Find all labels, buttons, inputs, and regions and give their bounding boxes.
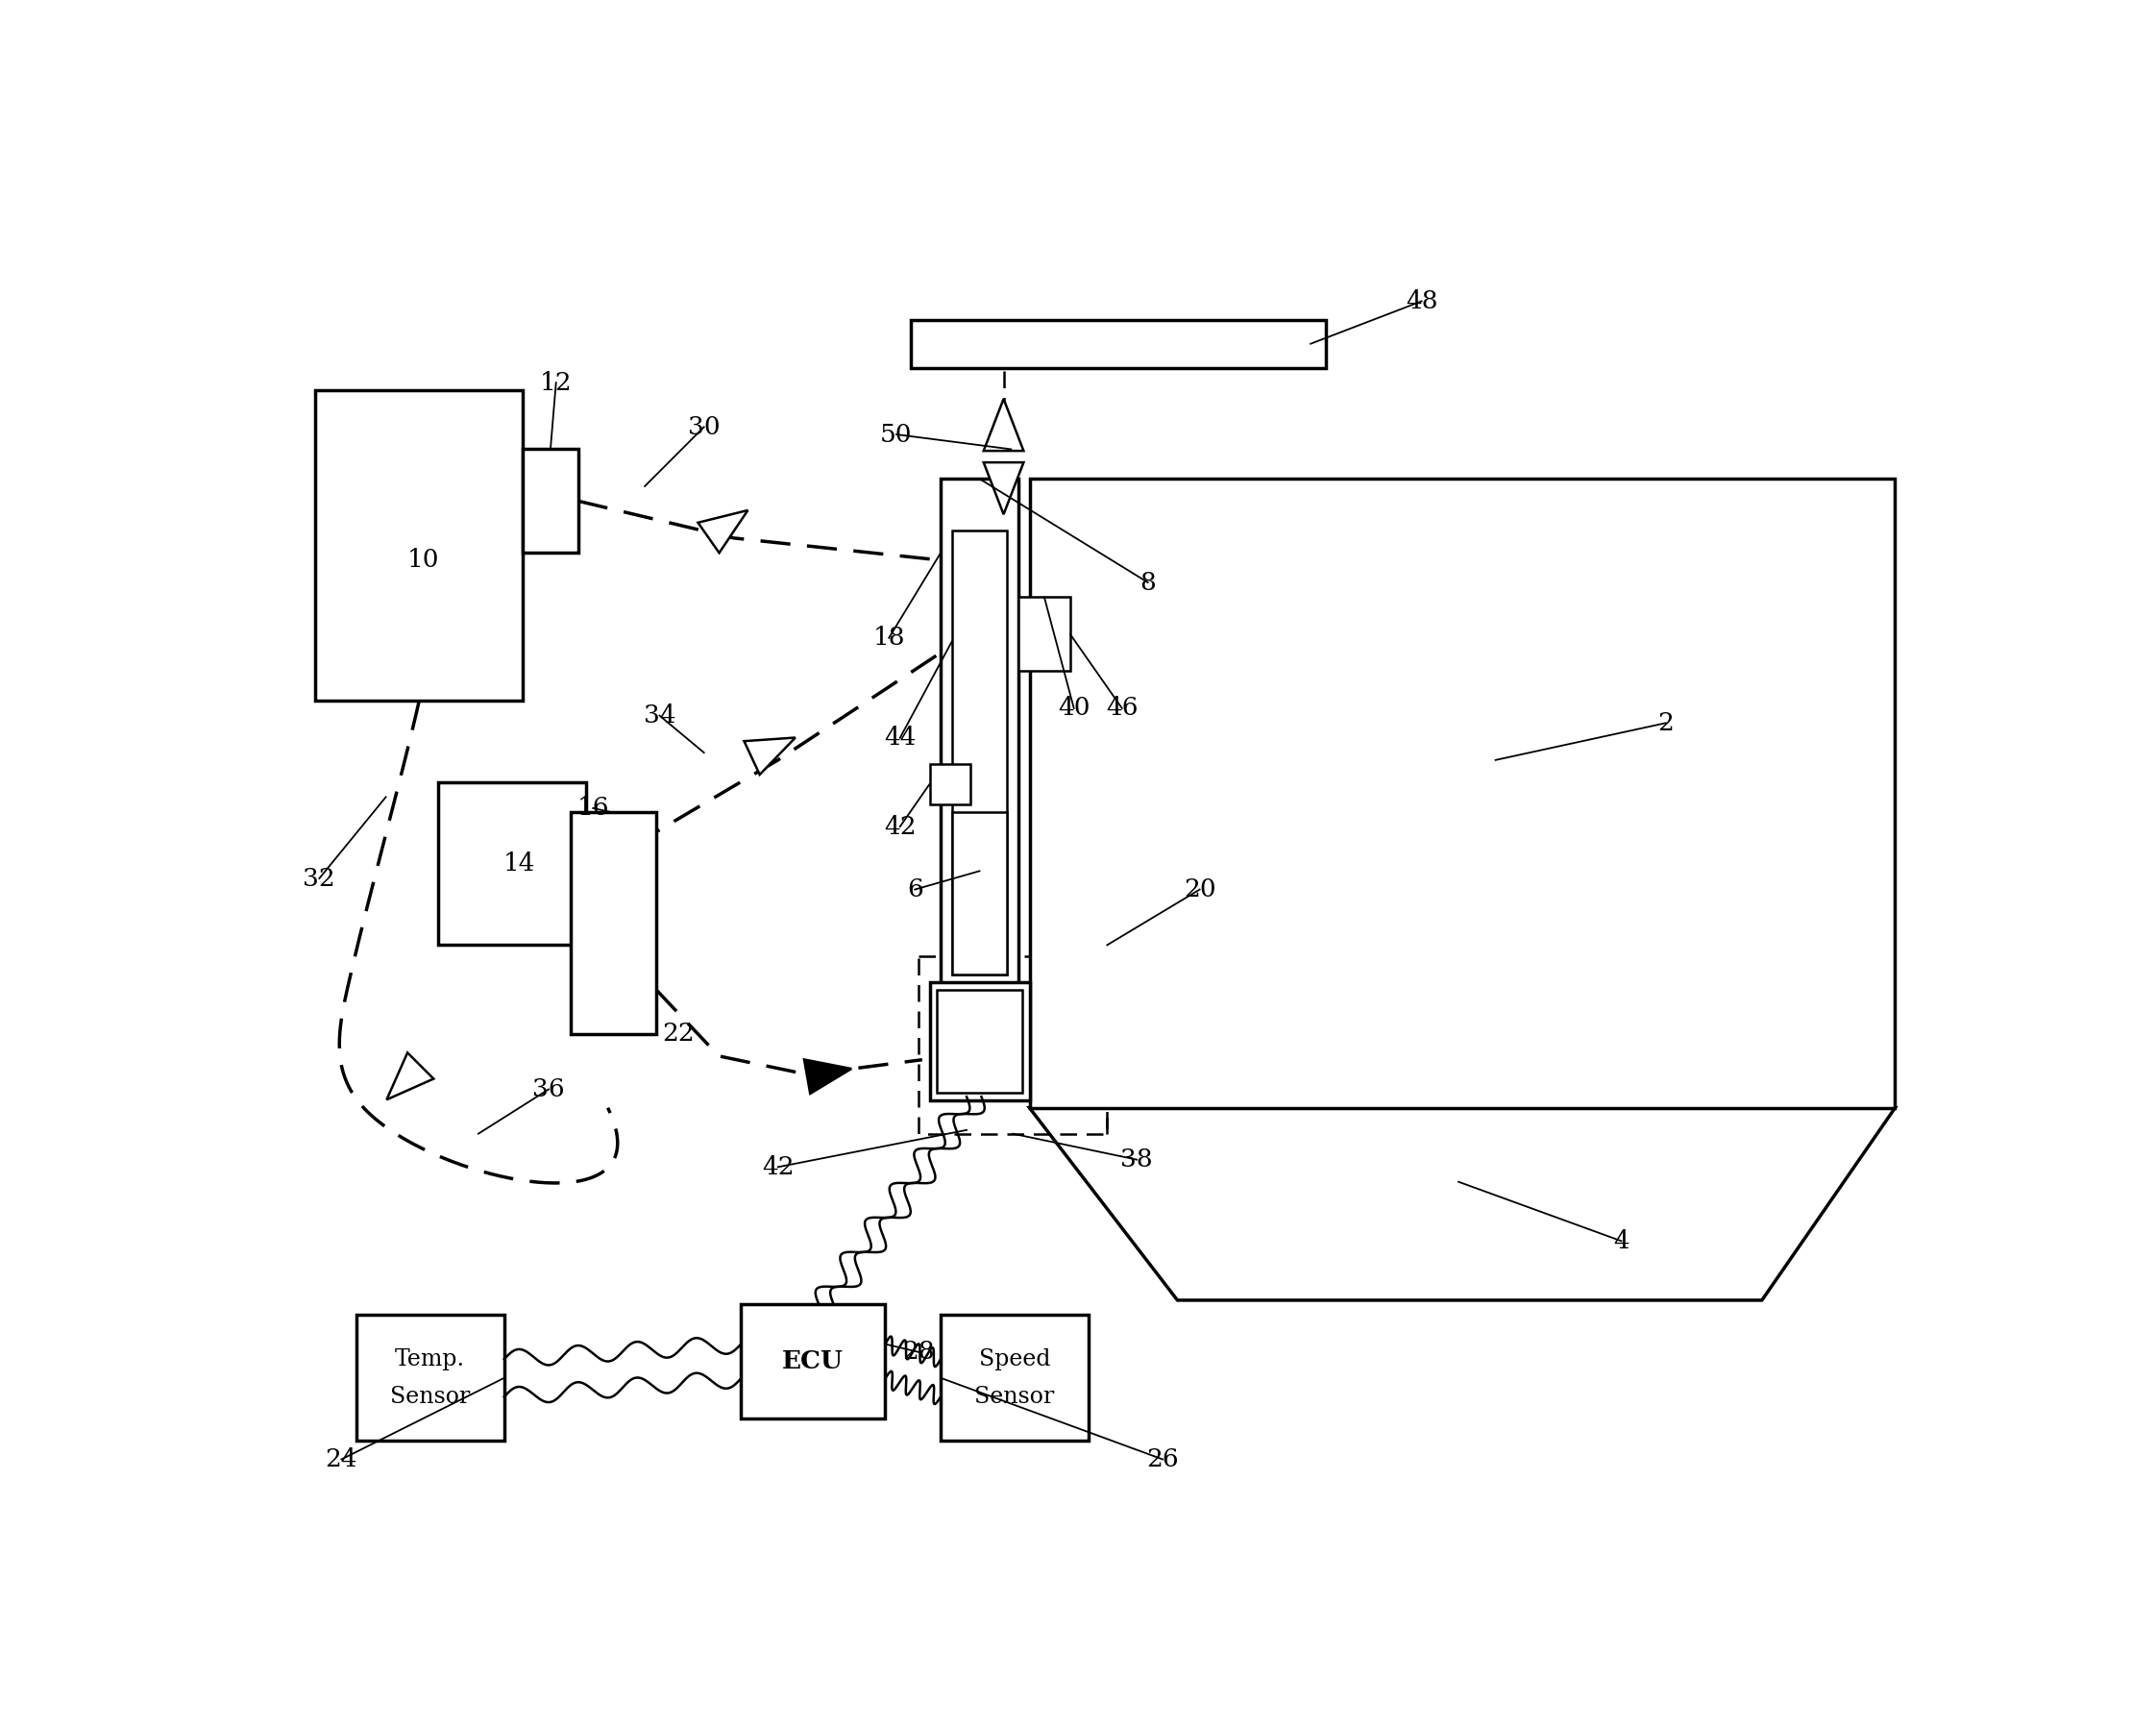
Text: 34: 34	[642, 703, 675, 727]
Bar	[438, 782, 586, 945]
Text: 18: 18	[873, 625, 906, 649]
Polygon shape	[804, 1059, 852, 1093]
Text: 10: 10	[407, 547, 440, 572]
Text: Speed: Speed	[979, 1349, 1050, 1371]
Bar	[1018, 598, 1069, 672]
Bar	[940, 478, 1018, 1003]
Bar	[1028, 478, 1895, 1107]
Text: Temp.: Temp.	[395, 1349, 466, 1371]
Polygon shape	[983, 463, 1024, 515]
Bar	[742, 1304, 886, 1418]
Text: 26: 26	[1147, 1447, 1179, 1471]
Polygon shape	[1028, 1107, 1895, 1300]
Text: 2: 2	[1658, 712, 1673, 736]
Text: 8: 8	[1141, 570, 1156, 594]
Bar	[912, 319, 1326, 368]
Text: 28: 28	[903, 1340, 936, 1364]
Text: 42: 42	[761, 1155, 793, 1180]
Text: 22: 22	[662, 1022, 694, 1047]
Polygon shape	[699, 509, 748, 553]
Text: 20: 20	[1184, 877, 1216, 901]
Bar	[951, 812, 1007, 974]
Text: 46: 46	[1106, 696, 1138, 720]
Bar	[938, 990, 1022, 1093]
Bar	[929, 763, 970, 805]
Text: 40: 40	[1059, 696, 1091, 720]
Text: 32: 32	[304, 867, 336, 891]
Text: 44: 44	[884, 725, 916, 750]
Polygon shape	[386, 1053, 433, 1100]
Text: 38: 38	[1121, 1148, 1153, 1171]
Text: 24: 24	[326, 1447, 358, 1471]
Bar	[586, 812, 634, 879]
Text: 30: 30	[688, 414, 720, 439]
Polygon shape	[983, 399, 1024, 451]
Text: 50: 50	[880, 423, 912, 447]
Text: 48: 48	[1406, 288, 1438, 313]
Bar	[929, 983, 1031, 1100]
Bar	[522, 449, 578, 553]
Text: 12: 12	[539, 371, 571, 395]
Text: Sensor: Sensor	[390, 1385, 470, 1408]
Text: 42: 42	[884, 815, 916, 839]
Text: Sensor: Sensor	[975, 1385, 1054, 1408]
Bar	[356, 1314, 505, 1440]
Text: 36: 36	[533, 1078, 565, 1102]
Bar	[571, 812, 655, 1034]
Text: 14: 14	[502, 851, 535, 876]
Bar	[315, 390, 522, 701]
Bar	[951, 530, 1007, 974]
Text: 6: 6	[908, 877, 923, 901]
Polygon shape	[744, 737, 796, 775]
Text: ECU: ECU	[783, 1349, 843, 1373]
Text: 4: 4	[1613, 1230, 1630, 1254]
Text: 16: 16	[578, 796, 610, 820]
Bar	[940, 1314, 1089, 1440]
